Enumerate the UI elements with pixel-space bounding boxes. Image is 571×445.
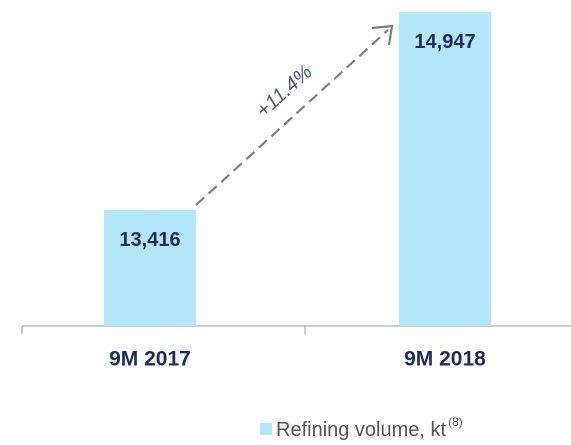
growth-arrow — [195, 29, 389, 206]
growth-annotation: +11.4% — [252, 61, 316, 122]
legend-note: (8) — [448, 415, 463, 429]
legend-label: Refining volume, kt (8) — [276, 415, 463, 441]
arrow-head — [371, 24, 394, 46]
x-tick-label: 9M 2017 — [109, 348, 191, 371]
x-tick-label: 9M 2018 — [404, 348, 486, 371]
legend-swatch — [260, 423, 272, 435]
legend-name: Refining volume, kt — [276, 419, 447, 441]
bar — [104, 209, 196, 326]
value-label: 13,416 — [119, 229, 180, 251]
bar — [399, 11, 491, 327]
value-label: 14,947 — [414, 31, 475, 53]
